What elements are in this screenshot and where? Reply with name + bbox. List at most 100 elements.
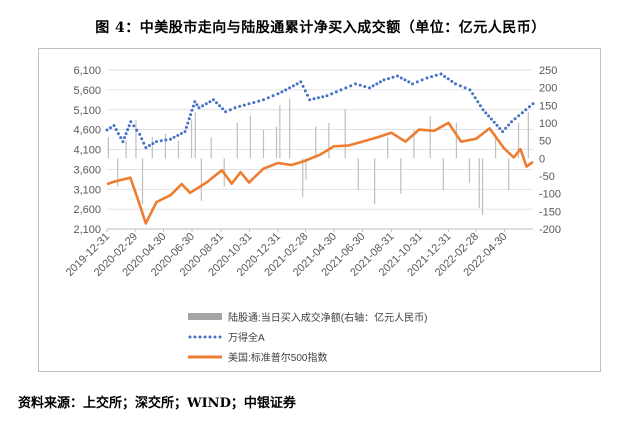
wind-a-point [233,106,237,110]
wind-a-point [391,75,395,79]
net-buy-bar [194,112,196,159]
right-tick-label: 250 [539,65,557,77]
net-buy-bar [517,123,520,159]
wind-a-point [208,100,212,104]
wind-a-point [411,82,414,86]
wind-a-point [123,136,126,140]
source-note: 资料来源：上交所；深交所；WIND；中银证券 [18,396,296,411]
wind-a-point [434,73,438,77]
wind-a-point [135,128,139,132]
net-buy-bar [305,158,307,180]
wind-a-point [280,90,284,94]
right-tick-label: 200 [539,83,557,95]
right-tick-label: -200 [539,224,561,236]
wind-a-point [201,104,205,108]
wind-a-point [295,82,299,86]
legend-swatch-dot [218,335,222,339]
net-buy-bar [357,158,359,191]
net-buy-bar [249,115,252,159]
wind-a-point [531,102,535,106]
wind-a-point [186,121,190,125]
wind-a-point [387,77,390,81]
wind-a-point [144,146,148,149]
wind-a-point [513,117,517,121]
net-buy-bar [200,158,202,201]
wind-a-point [443,75,447,78]
wind-a-point [187,117,191,121]
left-axis: 6,100 5,600 5,100 4,600 4,100 3,600 3,100 2,600… [73,65,101,236]
wind-a-point [484,111,488,115]
wind-a-point [218,104,222,108]
wind-a-point [489,117,493,121]
right-tick-label: 50 [539,136,551,148]
wind-a-point [527,105,531,109]
wind-a-point [189,113,193,117]
left-tick-label: 5,100 [73,105,101,117]
legend-label: 美国:标准普尔500指数 [228,351,327,364]
legend-swatch-dot [213,335,217,339]
wind-a-point [176,133,180,137]
net-buy-bar [236,123,238,159]
net-buy-bar [387,137,389,159]
wind-a-point [147,144,151,147]
net-buy-bar [478,158,480,208]
net-buy-bar [527,112,529,159]
left-tick-label: 3,100 [73,184,101,196]
wind-a-point [407,80,411,84]
wind-a-point [458,84,462,88]
left-tick-label: 4,100 [73,145,101,157]
wind-a-point [127,124,131,128]
wind-a-point [124,132,128,136]
wind-a-point [481,108,485,112]
wind-a-point [450,79,454,83]
wind-a-point [191,104,195,108]
wind-a-point [520,111,524,115]
wind-a-point [257,99,261,103]
wind-a-point [247,102,251,106]
legend-label: 陆股通:当日买入成交净额(右轴：亿元人民币) [228,311,427,324]
wind-a-point [354,82,357,86]
wind-a-point [316,96,320,100]
wind-a-point [242,103,246,107]
wind-a-point [476,100,480,104]
wind-a-point [169,137,172,141]
wind-a-point [114,128,118,132]
left-tick-label: 2,600 [73,204,101,216]
wind-a-point [382,78,386,82]
wind-a-point [468,88,472,92]
legend-swatch-dot [188,335,192,339]
net-buy-bar [164,133,166,159]
wind-a-point [507,123,511,127]
wind-a-point [403,78,407,82]
net-buy-bar [328,123,330,159]
net-buy-bar [413,130,415,159]
wind-a-point [396,74,399,78]
wind-a-point [306,93,309,97]
wind-a-point [184,125,188,129]
net-buy-bar [400,158,402,194]
wind-a-point [325,94,329,98]
wind-a-point [271,94,275,98]
net-buy-bar [315,126,317,159]
left-tick-label: 2,100 [73,224,101,236]
wind-a-point [312,97,316,101]
wind-a-point [215,101,218,105]
net-buy-bar [151,137,153,159]
wind-a-point [224,110,228,114]
net-buy-bar [508,158,510,191]
right-tick-label: -100 [539,189,561,201]
wind-a-point [183,130,187,134]
wind-a-point [105,128,109,132]
wind-a-point [301,84,305,88]
wind-a-point [238,104,242,108]
net-buy-bar [289,98,291,159]
wind-a-series [105,72,535,149]
net-buy-bar [442,158,444,191]
wind-a-point [204,102,208,106]
wind-a-point [378,80,382,84]
wind-a-point [420,78,424,82]
right-tick-label: -150 [539,206,561,218]
wind-a-point [109,126,112,130]
net-buy-bar [275,126,278,159]
net-buy-bar [495,133,497,159]
